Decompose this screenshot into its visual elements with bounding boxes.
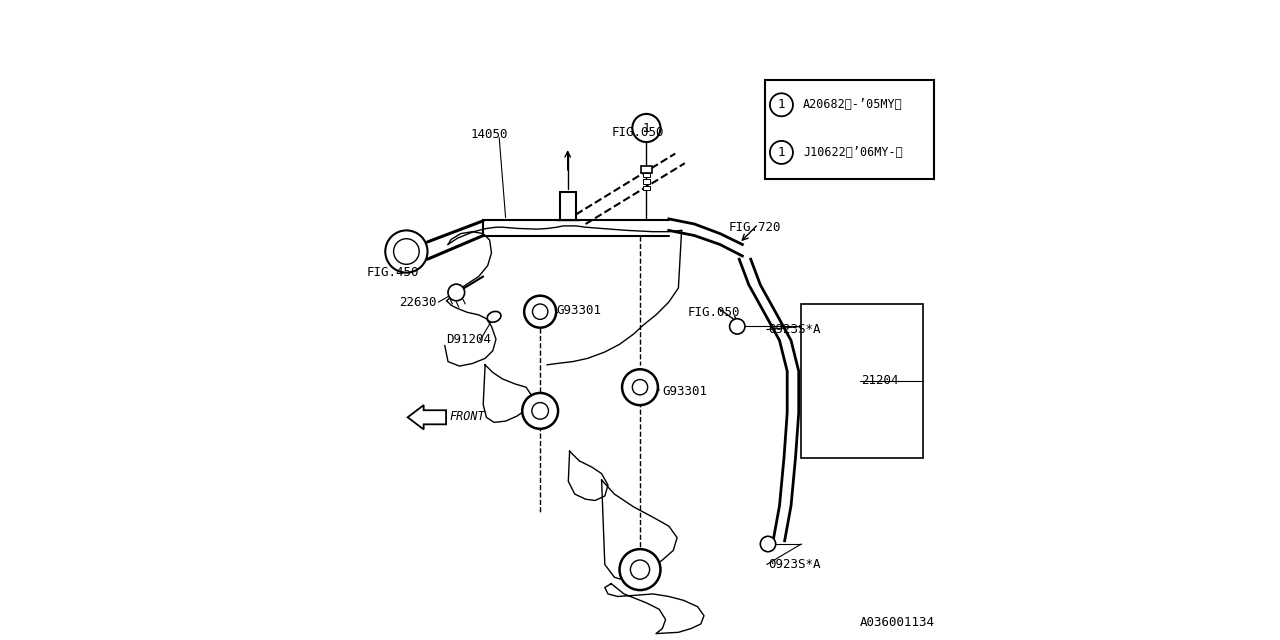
Text: 14050: 14050: [471, 128, 508, 141]
Text: FIG.050: FIG.050: [612, 126, 664, 139]
FancyBboxPatch shape: [801, 304, 923, 458]
Text: FIG.050: FIG.050: [689, 306, 741, 319]
Circle shape: [448, 284, 465, 301]
Text: A20682（-’05MY）: A20682（-’05MY）: [804, 99, 902, 111]
Text: FIG.450: FIG.450: [367, 266, 420, 278]
Circle shape: [630, 560, 650, 579]
FancyBboxPatch shape: [765, 80, 934, 179]
Circle shape: [771, 93, 794, 116]
Circle shape: [632, 380, 648, 395]
Text: FRONT: FRONT: [451, 410, 485, 423]
Circle shape: [522, 393, 558, 429]
Ellipse shape: [488, 312, 500, 322]
Text: J10622（’06MY-）: J10622（’06MY-）: [804, 146, 902, 159]
Text: A036001134: A036001134: [859, 616, 934, 628]
Circle shape: [394, 239, 420, 264]
Text: G93301: G93301: [663, 385, 708, 398]
Bar: [643, 186, 650, 190]
Circle shape: [532, 304, 548, 319]
Text: 0923S*A: 0923S*A: [768, 323, 820, 336]
Circle shape: [532, 403, 549, 419]
Bar: [643, 173, 650, 177]
Text: G93301: G93301: [557, 304, 602, 317]
Text: 1: 1: [643, 122, 650, 134]
Bar: [641, 166, 652, 173]
Circle shape: [620, 549, 660, 590]
Text: FIG.720: FIG.720: [728, 221, 781, 234]
Circle shape: [622, 369, 658, 405]
Text: D91204: D91204: [445, 333, 492, 346]
Circle shape: [632, 114, 660, 142]
FancyArrow shape: [407, 405, 447, 429]
Circle shape: [525, 296, 556, 328]
Text: 21204: 21204: [860, 374, 899, 387]
Bar: [643, 179, 650, 184]
Circle shape: [730, 319, 745, 334]
Text: 1: 1: [778, 146, 785, 159]
Circle shape: [385, 230, 428, 273]
Text: 0923S*A: 0923S*A: [768, 558, 820, 571]
Text: 1: 1: [778, 99, 785, 111]
Text: 22630: 22630: [399, 296, 436, 308]
Circle shape: [760, 536, 776, 552]
Circle shape: [771, 141, 794, 164]
